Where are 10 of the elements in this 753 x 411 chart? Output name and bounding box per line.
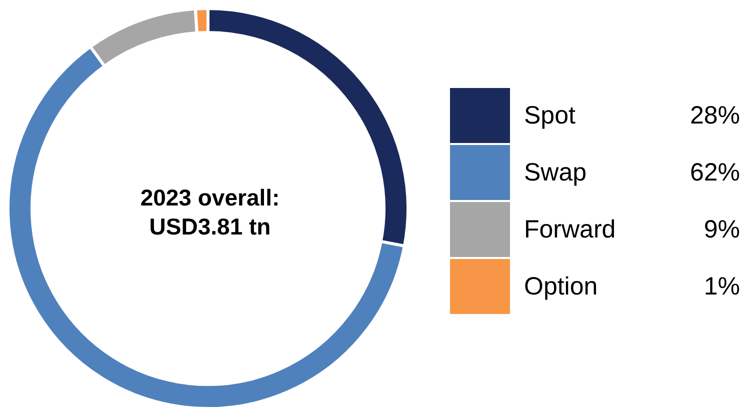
data-label: 9% [704, 216, 740, 244]
legend-label: Forward [524, 216, 616, 244]
text: 2023 overall: [140, 184, 280, 210]
legend-label: Spot [524, 102, 576, 130]
data-label: 28% [690, 102, 740, 130]
data-label: 62% [690, 158, 740, 186]
data-label: 1% [704, 272, 740, 300]
text: USD3.81 tn [149, 214, 271, 240]
legend-label: Swap [524, 158, 587, 186]
legend-label: Option [524, 272, 598, 300]
